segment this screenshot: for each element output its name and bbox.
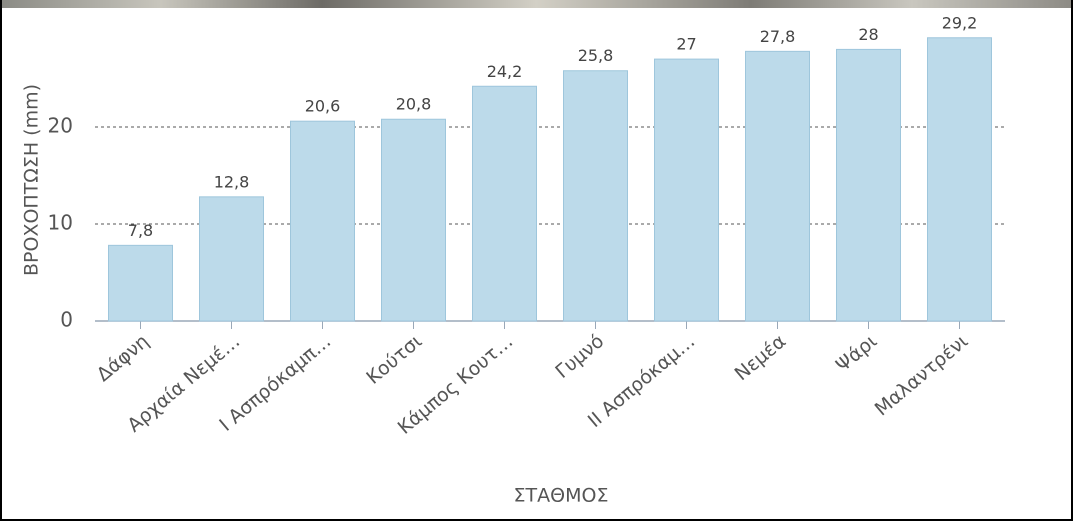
x-tick-label: Γυμνό [551,330,608,383]
x-tick-label: Μαλαντρένι [871,330,973,420]
value-label: 27 [676,35,696,54]
y-axis-title: ΒΡΟΧΟΠΤΩΣΗ (mm) [21,84,43,276]
value-label: 7,8 [128,221,153,240]
bar [837,49,901,321]
screenshot: ΣΤΑΘΜΟΣ ΒΡΟΧΟΠΤΩΣΗ (mm) 01020Δάφνη7,8Αρχ… [0,0,1073,523]
bar [928,38,992,321]
value-label: 24,2 [487,62,523,81]
x-axis-title: ΣΤΑΘΜΟΣ [514,485,609,507]
x-tick-label: Κούτσι [362,330,426,389]
x-tick-label: Ψάρι [832,330,881,376]
value-label: 28 [858,25,878,44]
bar [109,245,173,321]
y-tick-label: 0 [60,308,73,332]
y-tick-label: 10 [48,211,73,235]
bar [655,59,719,321]
value-label: 20,8 [396,95,432,114]
bar [473,86,537,321]
bar [746,51,810,321]
value-label: 12,8 [214,172,250,191]
x-tick-label: Δάφνη [93,330,154,386]
chart: ΣΤΑΘΜΟΣ ΒΡΟΧΟΠΤΩΣΗ (mm) 01020Δάφνη7,8Αρχ… [0,0,1073,523]
value-label: 25,8 [578,46,614,65]
value-label: 27,8 [760,27,796,46]
bar [564,71,628,321]
bar [291,121,355,321]
x-tick-label: Νεμέα [731,330,791,385]
bar [200,197,264,321]
bar [382,119,446,321]
value-label: 20,6 [305,97,341,116]
y-tick-label: 20 [48,114,73,138]
value-label: 29,2 [942,13,978,32]
